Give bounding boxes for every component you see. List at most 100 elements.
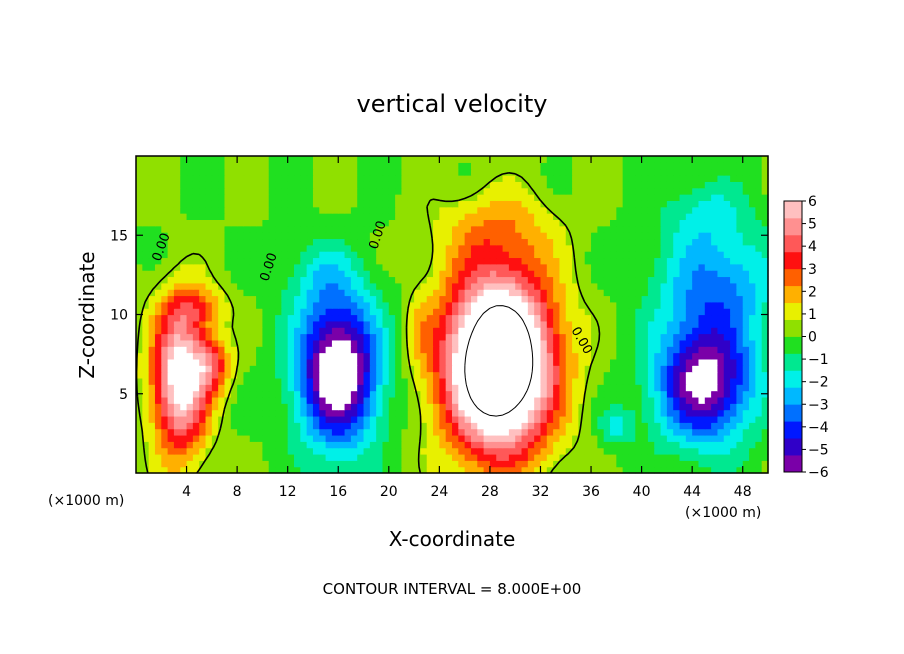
heatmap-cell (243, 295, 251, 303)
heatmap-cell (679, 390, 687, 398)
heatmap-cell (331, 415, 339, 423)
heatmap-cell (294, 358, 301, 366)
heatmap-cell (173, 314, 181, 322)
heatmap-cell (312, 460, 320, 468)
heatmap-cell (489, 181, 497, 189)
heatmap-cell (414, 232, 421, 240)
heatmap-cell (458, 276, 466, 284)
heatmap-cell (635, 320, 643, 328)
heatmap-cell (344, 384, 352, 392)
heatmap-cell (515, 384, 523, 392)
heatmap-cell (401, 320, 409, 328)
heatmap-cell (395, 200, 403, 208)
heatmap-cell (572, 377, 579, 385)
heatmap-cell (723, 396, 731, 404)
heatmap-cell (470, 187, 478, 195)
heatmap-cell (546, 453, 554, 461)
heatmap-cell (730, 352, 737, 360)
heatmap-cell (635, 162, 643, 170)
heatmap-cell (622, 327, 630, 335)
heatmap-cell (445, 276, 453, 284)
heatmap-cell (173, 295, 181, 303)
heatmap-cell (136, 219, 143, 227)
heatmap-cell (306, 447, 314, 455)
heatmap-cell (439, 194, 447, 201)
heatmap-cell (420, 301, 428, 309)
heatmap-cell (439, 276, 447, 284)
heatmap-cell (180, 352, 188, 360)
heatmap-cell (464, 352, 472, 360)
heatmap-cell (742, 352, 750, 360)
heatmap-cell (470, 466, 478, 474)
heatmap-cell (496, 365, 504, 373)
heatmap-cell (635, 232, 643, 240)
heatmap-cell (369, 225, 377, 233)
heatmap-cell (508, 308, 516, 316)
heatmap-cell (136, 168, 143, 176)
heatmap-cell (382, 162, 390, 170)
heatmap-cell (515, 409, 523, 417)
heatmap-cell (749, 213, 756, 220)
heatmap-cell (376, 384, 384, 392)
heatmap-cell (603, 276, 611, 284)
heatmap-cell (136, 403, 143, 411)
heatmap-cell (730, 403, 737, 411)
heatmap-cell (534, 282, 542, 290)
heatmap-cell (401, 263, 409, 271)
heatmap-cell (597, 403, 605, 411)
heatmap-cell (559, 295, 567, 303)
heatmap-cell (698, 168, 706, 176)
heatmap-cell (584, 390, 592, 398)
heatmap-cell (249, 238, 257, 246)
heatmap-cell (357, 390, 365, 398)
heatmap-cell (717, 352, 725, 360)
heatmap-cell (565, 371, 573, 379)
heatmap-cell (433, 396, 440, 404)
heatmap-cell (698, 314, 706, 322)
heatmap-cell (407, 301, 415, 309)
heatmap-cell (647, 200, 655, 208)
heatmap-cell (306, 453, 314, 461)
heatmap-cell (635, 403, 643, 411)
heatmap-cell (142, 320, 150, 328)
heatmap-cell (414, 289, 421, 297)
heatmap-cell (578, 390, 586, 398)
heatmap-cell (173, 441, 181, 449)
heatmap-cell (357, 320, 365, 328)
heatmap-cell (666, 447, 674, 455)
heatmap-cell (148, 244, 156, 252)
heatmap-cell (572, 295, 579, 303)
heatmap-cell (622, 270, 630, 278)
heatmap-cell (173, 409, 181, 417)
heatmap-cell (180, 460, 188, 468)
heatmap-cell (742, 320, 750, 328)
heatmap-cell (458, 409, 466, 417)
heatmap-cell (319, 175, 327, 182)
heatmap-cell (224, 301, 232, 309)
heatmap-cell (584, 276, 592, 284)
heatmap-cell (369, 270, 377, 278)
heatmap-cell (338, 453, 346, 461)
heatmap-cell (325, 390, 333, 398)
heatmap-cell (666, 200, 674, 208)
heatmap-cell (357, 377, 365, 385)
heatmap-cell (161, 377, 169, 385)
heatmap-cell (458, 200, 466, 208)
heatmap-cell (717, 213, 725, 220)
heatmap-cell (477, 441, 485, 449)
heatmap-cell (445, 289, 453, 297)
heatmap-cell (300, 289, 308, 297)
heatmap-cell (553, 339, 561, 347)
heatmap-cell (414, 346, 421, 354)
heatmap-cell (306, 339, 314, 347)
heatmap-cell (369, 219, 377, 227)
heatmap-cell (319, 358, 327, 366)
heatmap-cell (268, 403, 276, 411)
heatmap-cell (426, 333, 434, 341)
heatmap-cell (426, 308, 434, 316)
heatmap-cell (420, 251, 428, 259)
heatmap-cell (761, 213, 769, 220)
heatmap-cell (717, 434, 725, 442)
heatmap-cell (452, 466, 459, 474)
heatmap-cell (622, 156, 630, 163)
